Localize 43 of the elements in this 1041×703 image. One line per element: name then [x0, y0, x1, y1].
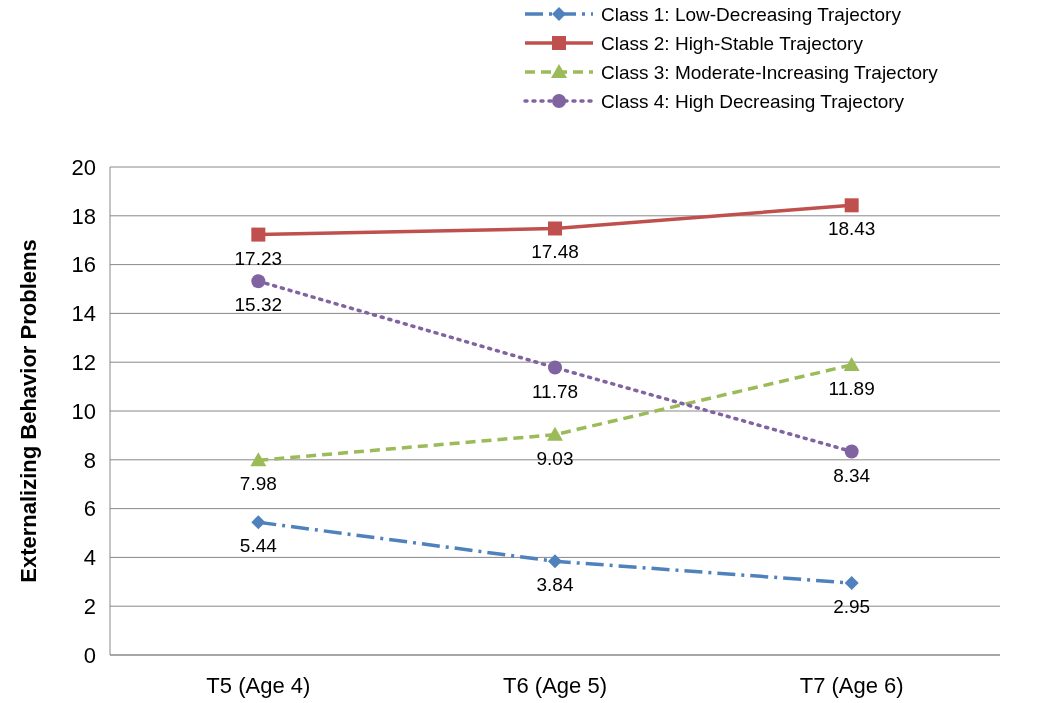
point	[844, 444, 859, 459]
data-label: 11.78	[531, 380, 579, 402]
legend-label: Class 3: Moderate-Increasing Trajectory	[601, 61, 939, 83]
data-label: 17.23	[234, 247, 283, 269]
data-label: 11.89	[828, 377, 875, 399]
data-label: 15.32	[234, 294, 283, 316]
y-tick-label: 6	[83, 496, 96, 522]
y-tick-label: 10	[71, 398, 96, 424]
point	[548, 554, 562, 569]
point	[844, 576, 859, 591]
point	[251, 515, 266, 530]
data-label: 17.48	[531, 241, 579, 263]
legend-label: Class 4: High Decreasing Trajectory	[601, 90, 905, 112]
y-tick-label: 14	[71, 301, 96, 327]
point	[843, 356, 860, 371]
point	[548, 360, 562, 375]
data-label: 7.98	[239, 473, 277, 495]
y-tick-label: 4	[83, 545, 96, 571]
data-label: 9.03	[536, 447, 574, 469]
data-label: 8.34	[833, 464, 871, 486]
point	[251, 227, 266, 242]
x-tick-label: T6 (Age 5)	[503, 673, 607, 698]
point	[844, 198, 859, 213]
y-tick-label: 16	[71, 252, 96, 278]
y-axis-title: Externalizing Behavior Problems	[16, 239, 41, 583]
data-label: 2.95	[833, 596, 871, 618]
point	[250, 452, 267, 467]
point	[548, 221, 562, 236]
x-tick-label: T7 (Age 6)	[799, 673, 904, 698]
data-label: 3.84	[536, 574, 574, 596]
y-tick-label: 20	[71, 154, 96, 180]
legend-label: Class 1: Low-Decreasing Trajectory	[601, 3, 902, 25]
data-label: 5.44	[239, 535, 278, 557]
point	[251, 274, 266, 289]
x-tick-label: T5 (Age 4)	[206, 673, 311, 698]
legend-label: Class 2: High-Stable Trajectory	[601, 32, 864, 54]
y-tick-label: 12	[71, 349, 96, 375]
y-tick-label: 8	[83, 447, 96, 473]
y-tick-label: 18	[71, 203, 96, 229]
data-label: 18.43	[827, 218, 876, 240]
point	[547, 426, 563, 441]
y-tick-label: 2	[83, 593, 96, 619]
y-tick-label: 0	[83, 642, 96, 668]
